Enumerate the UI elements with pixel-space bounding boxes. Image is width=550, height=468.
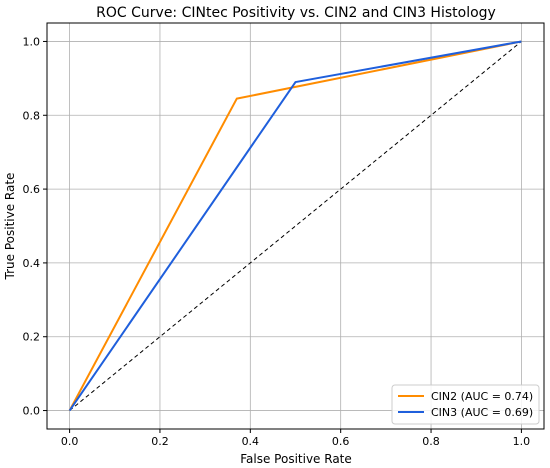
roc-line-series-2 [68, 40, 522, 412]
y-tick-label: 0.8 [23, 109, 41, 122]
y-tick-label: 0.2 [23, 331, 41, 344]
y-tick-label: 1.0 [23, 35, 41, 48]
x-axis-label: False Positive Rate [240, 452, 352, 466]
x-tick-label: 0.2 [151, 435, 169, 448]
plot-frame [46, 22, 545, 430]
legend-box [391, 384, 540, 425]
y-tick-label: 0.4 [23, 257, 41, 270]
chart-title: ROC Curve: CINtec Positivity vs. CIN2 an… [96, 5, 496, 21]
legend-label-cin2: CIN2 (AUC = 0.74) [431, 390, 533, 403]
x-tick-label: 1.0 [513, 435, 531, 448]
y-tick-label: 0.0 [23, 405, 41, 418]
x-tick-label: 0.0 [61, 435, 79, 448]
y-axis-label: True Positive Rate [3, 173, 17, 281]
plot-area [68, 40, 522, 412]
grid-lines [47, 23, 544, 429]
roc-line-series-1 [68, 40, 522, 412]
legend-label-cin3: CIN3 (AUC = 0.69) [431, 406, 533, 419]
legend: CIN2 (AUC = 0.74) CIN3 (AUC = 0.69) [391, 384, 540, 425]
y-tick-label: 0.6 [23, 183, 41, 196]
x-tick-label: 0.8 [422, 435, 440, 448]
x-axis: 0.0 0.2 0.4 0.6 0.8 1.0 [61, 429, 530, 448]
y-axis: 0.0 0.2 0.4 0.6 0.8 1.0 [23, 35, 47, 418]
chance-reference-line [69, 41, 522, 411]
x-tick-label: 0.6 [332, 435, 350, 448]
x-tick-label: 0.4 [242, 435, 260, 448]
